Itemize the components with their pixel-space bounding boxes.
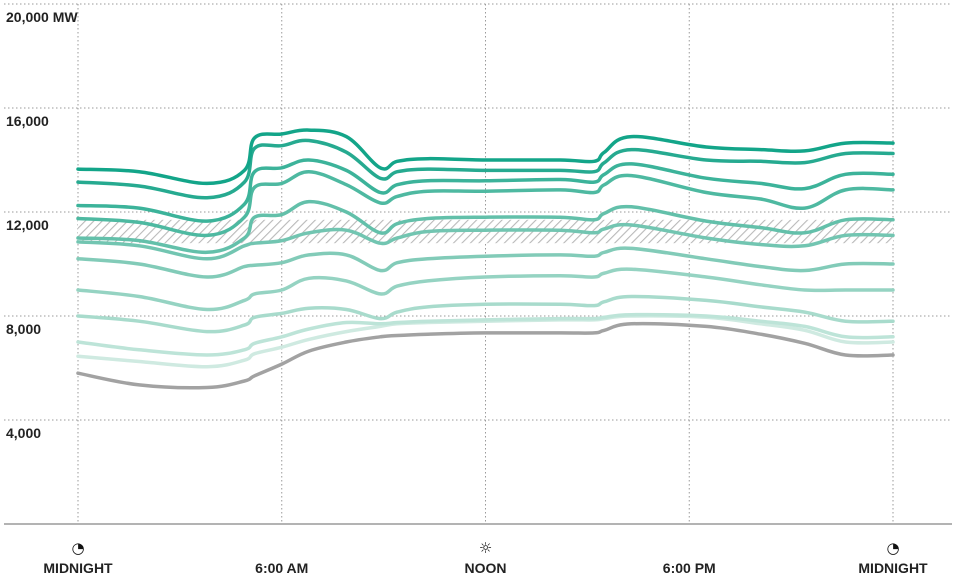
y-axis-labels: 20,000 MW 16,000 12,000 8,000 4,000 [6, 9, 78, 441]
y-tick-4: 4,000 [6, 425, 41, 441]
y-tick-label: 16,000 [6, 113, 49, 129]
series-line-2 [76, 138, 895, 200]
y-tick-label: 12,000 [6, 217, 49, 233]
series-line-6 [76, 222, 895, 261]
x-tick-3: 6:00 PM [663, 560, 716, 576]
x-tick-4: ◔ MIDNIGHT [858, 539, 928, 576]
y-tick-3: 8,000 [6, 321, 41, 337]
x-tick-label: NOON [465, 560, 507, 576]
moon-icon: ◔ [71, 539, 84, 557]
y-tick-label: 8,000 [6, 321, 41, 337]
series-line-4 [76, 169, 895, 238]
x-tick-label: MIDNIGHT [43, 560, 113, 576]
series-line-5 [76, 199, 895, 255]
y-tick-0: 20,000 MW [6, 9, 78, 25]
series-line-9 [76, 294, 895, 334]
y-tick-label: 4,000 [6, 425, 41, 441]
x-tick-label: 6:00 PM [663, 560, 716, 576]
x-tick-1: 6:00 AM [255, 560, 308, 576]
x-tick-label: 6:00 AM [255, 560, 308, 576]
x-tick-label: MIDNIGHT [858, 560, 928, 576]
moon-icon: ◔ [886, 539, 899, 557]
x-tick-0: ◔ MIDNIGHT [43, 539, 113, 576]
series-line-1 [76, 128, 895, 186]
sun-icon: ☼ [479, 539, 492, 557]
x-axis-labels: ◔ MIDNIGHT 6:00 AM ☼ NOON 6:00 PM ◔ MIDNIGHT [43, 539, 928, 576]
series-lines [76, 128, 895, 390]
y-tick-2: 12,000 [6, 217, 49, 233]
series-line-8 [76, 267, 895, 312]
y-tick-1: 16,000 [6, 113, 49, 129]
y-tick-label: 20,000 MW [6, 9, 78, 25]
series-line-10 [76, 312, 895, 357]
series-line-3 [76, 158, 895, 223]
x-tick-2: ☼ NOON [465, 539, 507, 576]
series-line-7 [76, 246, 895, 279]
series-line-12 [76, 321, 895, 390]
